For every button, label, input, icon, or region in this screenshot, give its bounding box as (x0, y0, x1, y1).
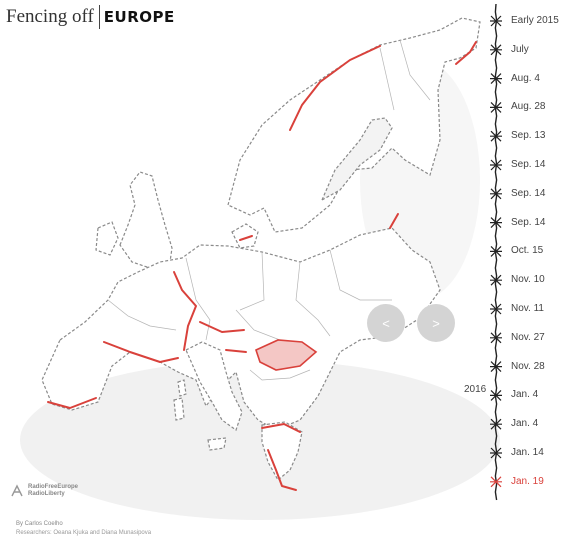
logo-line-2: RadioLiberty (28, 491, 65, 497)
timeline-event-label[interactable]: Sep. 14 (511, 187, 546, 199)
author-credit: By Carlos Coelho (16, 521, 63, 527)
gulf-of-bothnia (320, 117, 393, 202)
timeline-event-label[interactable]: Jan. 4 (511, 418, 539, 430)
italy-landmass (185, 341, 243, 431)
scandinavia-landmass (227, 17, 481, 233)
corsica-landmass (177, 379, 187, 397)
timeline-fence-marker[interactable] (490, 418, 502, 430)
timeline-event-label[interactable]: Nov. 28 (511, 360, 545, 372)
title-divider (98, 5, 100, 29)
mainland-europe (41, 227, 441, 431)
timeline-event-label[interactable]: Sep. 14 (511, 216, 546, 228)
timeline-fence-marker[interactable] (490, 476, 502, 488)
previous-button[interactable]: < (367, 304, 405, 342)
timeline-event-label[interactable]: Sep. 14 (511, 159, 546, 170)
timeline-event-label[interactable]: Nov. 11 (511, 303, 544, 314)
denmark-landmass (231, 223, 259, 249)
sardinia-landmass (173, 397, 185, 421)
fence-greece-north (261, 423, 301, 433)
next-button[interactable]: > (417, 304, 455, 342)
timeline-fence-marker[interactable] (490, 159, 502, 171)
country-borders (107, 39, 431, 381)
timeline-year-marker: 2016 (464, 384, 487, 395)
fence-finland-north (455, 41, 477, 65)
timeline-fence-marker[interactable] (490, 44, 502, 56)
fence-baltic (389, 213, 399, 229)
timeline-event-label[interactable]: Early 2015 (511, 15, 559, 26)
timeline-fence-marker[interactable] (490, 15, 502, 27)
credits: By Carlos Coelho Researchers: Oeana Kjuk… (16, 520, 151, 538)
fence-greece-coast (267, 449, 297, 491)
fence-balkans-west (225, 349, 247, 353)
sicily-landmass (207, 437, 227, 451)
fence-spain-north (103, 341, 179, 363)
timeline-event-label[interactable]: Jan. 14 (511, 447, 544, 458)
timeline-fence-marker[interactable] (490, 303, 502, 315)
title-lead: Fencing off (6, 6, 94, 27)
fence-lines (47, 41, 477, 491)
timeline-event-label[interactable]: Aug. 4 (511, 72, 540, 84)
highlighted-country (255, 339, 318, 371)
ireland-landmass (95, 221, 119, 256)
timeline-event-label[interactable]: Jan. 4 (511, 389, 539, 401)
fence-scania (239, 235, 253, 241)
rferl-logo: RadioFreeEurope RadioLiberty (10, 484, 78, 498)
fence-alps (199, 321, 245, 333)
fence-norway-coast (289, 45, 381, 131)
fence-france-east (173, 271, 197, 351)
researchers-names: Oeana Kjuka and Diana Munasipova (53, 530, 152, 536)
chevron-right-icon: > (432, 315, 440, 331)
timeline-fence-marker[interactable] (490, 101, 502, 113)
timeline-fence-marker[interactable] (490, 217, 502, 229)
researchers-label: Researchers: (16, 530, 52, 536)
timeline-fence-marker[interactable] (490, 188, 502, 200)
timeline-event-label[interactable]: Sep. 13 (511, 130, 546, 142)
timeline-fence-marker[interactable] (490, 447, 502, 459)
timeline-event-label[interactable]: July (511, 43, 529, 55)
timeline-event-label[interactable]: Jan. 19 (511, 475, 544, 487)
timeline-fence-marker[interactable] (490, 332, 502, 344)
timeline-fence-marker[interactable] (490, 389, 502, 401)
fence-spain-south (47, 397, 97, 409)
timeline-event-label[interactable]: Aug. 28 (511, 101, 546, 113)
timeline-event-label[interactable]: Nov. 27 (511, 331, 545, 343)
rferl-logo-icon (11, 484, 23, 497)
timeline-fence-marker[interactable] (490, 130, 502, 142)
timeline-event-label[interactable]: Nov. 10 (511, 274, 545, 286)
timeline-fence-marker[interactable] (490, 73, 502, 85)
chevron-left-icon: < (382, 315, 390, 331)
page-title: Fencing off EUROPE (6, 4, 175, 30)
land-masses (41, 17, 481, 481)
timeline-fence-marker[interactable] (490, 245, 502, 257)
logo-line-1: RadioFreeEurope (28, 484, 79, 490)
timeline-fence-marker[interactable] (490, 361, 502, 373)
timeline-event-label[interactable]: Oct. 15 (511, 245, 544, 257)
title-accent: EUROPE (103, 8, 175, 26)
timeline-fence-marker[interactable] (490, 274, 502, 286)
greece-landmass (261, 421, 303, 481)
